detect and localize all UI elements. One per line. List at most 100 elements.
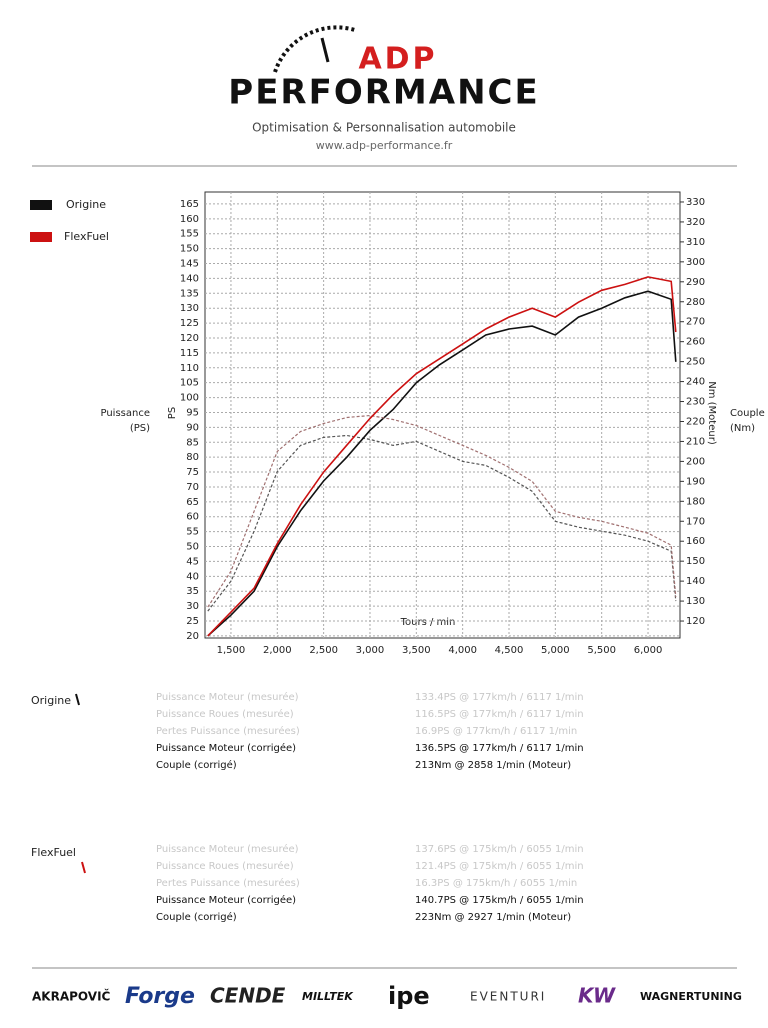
partner-logo: KW xyxy=(578,984,616,1008)
y2-tick-label: 170 xyxy=(686,516,705,527)
x-tick-label: 6,000 xyxy=(634,645,663,656)
y-tick-label: 30 xyxy=(186,601,199,612)
y-tick-label: 90 xyxy=(186,422,199,433)
x-tick-label: 2,000 xyxy=(263,645,292,656)
y-tick-label: 115 xyxy=(180,348,199,359)
result-value: 137.6PS @ 175km/h / 6055 1/min xyxy=(415,844,584,855)
result-value: 213Nm @ 2858 1/min (Moteur) xyxy=(415,760,571,771)
legend-swatch xyxy=(30,200,52,210)
y-tick-label: 35 xyxy=(186,586,199,597)
y2-tick-label: 250 xyxy=(686,357,705,368)
partner-logo: WAGNERTUNING xyxy=(640,990,742,1003)
plot-area xyxy=(204,191,681,639)
y-tick-label: 80 xyxy=(186,452,199,463)
brand-title: PERFORMANCE xyxy=(228,73,539,113)
y-tick-label: 165 xyxy=(180,199,199,210)
y-tick-label: 20 xyxy=(186,631,199,642)
y2-tick-label: 330 xyxy=(686,197,705,208)
legend-swatch xyxy=(30,232,52,242)
y2-tick-label: 160 xyxy=(686,536,705,547)
result-value: 16.9PS @ 177km/h / 6117 1/min xyxy=(415,726,577,737)
x-tick-label: 2,500 xyxy=(309,645,338,656)
y2-tick-label: 150 xyxy=(686,556,705,567)
result-label: Origine xyxy=(31,694,71,707)
y-tick-label: 145 xyxy=(180,259,199,270)
y2-tick-label: 290 xyxy=(686,277,705,288)
result-value: 116.5PS @ 177km/h / 6117 1/min xyxy=(415,709,584,720)
slash xyxy=(81,861,86,874)
y2-tick-label: 270 xyxy=(686,317,705,328)
y-tick-label: 60 xyxy=(186,512,199,523)
result-label: FlexFuel xyxy=(31,846,76,859)
result-value: 121.4PS @ 175km/h / 6055 1/min xyxy=(415,861,584,872)
result-value: 136.5PS @ 177km/h / 6117 1/min xyxy=(415,743,584,754)
y-tick-label: 50 xyxy=(186,542,199,553)
y2-tick-label: 220 xyxy=(686,416,705,427)
y2-tick-label: 140 xyxy=(686,576,705,587)
x-tick-label: 4,000 xyxy=(448,645,477,656)
y2-tick-label: 200 xyxy=(686,456,705,467)
result-name: Couple (corrigé) xyxy=(156,759,237,771)
y2-tick-label: 260 xyxy=(686,337,705,348)
torque-line xyxy=(207,414,677,608)
y-tick-label: 45 xyxy=(186,556,199,567)
y2-tick-label: 230 xyxy=(686,397,705,408)
y-tick-label: 25 xyxy=(186,616,199,627)
logo: ADP PERFORMANCE xyxy=(228,25,539,113)
slash xyxy=(75,693,80,706)
y-title: (PS) xyxy=(130,423,150,434)
y-tick-label: 75 xyxy=(186,467,199,478)
result-value: 140.7PS @ 175km/h / 6055 1/min xyxy=(415,895,584,906)
result-value: 133.4PS @ 177km/h / 6117 1/min xyxy=(415,692,584,703)
result-name: Pertes Puissance (mesurées) xyxy=(156,725,300,737)
partner-logo: EVENTURI xyxy=(470,990,546,1004)
y-tick-label: 150 xyxy=(180,244,199,255)
y2-tick-label: 130 xyxy=(686,596,705,607)
x-tick-label: 3,500 xyxy=(402,645,431,656)
x-label: Tours / min xyxy=(400,617,456,628)
y2-tick-label: 320 xyxy=(686,217,705,228)
y-tick-label: 125 xyxy=(180,318,199,329)
y-tick-label: 105 xyxy=(180,378,199,389)
partner-logo: ipe xyxy=(388,982,430,1010)
y2-tick-label: 300 xyxy=(686,257,705,268)
y-tick-label: 130 xyxy=(180,303,199,314)
result-name: Puissance Moteur (mesurée) xyxy=(156,691,299,703)
y-tick-label: 160 xyxy=(180,214,199,225)
y-tick-label: 65 xyxy=(186,497,199,508)
x-tick-label: 5,000 xyxy=(541,645,570,656)
y-label: PS xyxy=(167,407,178,419)
result-name: Puissance Moteur (corrigée) xyxy=(156,894,296,906)
power-line xyxy=(207,290,677,637)
y2-label: Nm (Moteur) xyxy=(706,381,717,445)
legend-label: FlexFuel xyxy=(64,230,109,243)
x-tick-label: 3,000 xyxy=(356,645,385,656)
result-name: Puissance Moteur (mesurée) xyxy=(156,843,299,855)
legend-label: Origine xyxy=(66,198,106,211)
y-tick-label: 110 xyxy=(180,363,199,374)
result-name: Couple (corrigé) xyxy=(156,911,237,923)
x-tick-label: 5,500 xyxy=(587,645,616,656)
y2-tick-label: 280 xyxy=(686,297,705,308)
y2-tick-label: 190 xyxy=(686,476,705,487)
x-tick-label: 4,500 xyxy=(495,645,524,656)
result-name: Puissance Roues (mesurée) xyxy=(156,708,294,720)
result-value: 223Nm @ 2927 1/min (Moteur) xyxy=(415,912,571,923)
y-tick-label: 135 xyxy=(180,288,199,299)
result-name: Puissance Roues (mesurée) xyxy=(156,860,294,872)
y2-title: Couple xyxy=(730,408,765,419)
y-tick-label: 40 xyxy=(186,571,199,582)
result-name: Puissance Moteur (corrigée) xyxy=(156,742,296,754)
y-tick-label: 155 xyxy=(180,229,199,240)
y-title: Puissance xyxy=(100,408,150,419)
partner-logo: MILLTEK xyxy=(302,990,354,1003)
y2-tick-label: 310 xyxy=(686,237,705,248)
partner-logo: AKRAPOVIČ xyxy=(32,989,111,1004)
result-value: 16.3PS @ 175km/h / 6055 1/min xyxy=(415,878,577,889)
y2-tick-label: 180 xyxy=(686,496,705,507)
y-tick-label: 55 xyxy=(186,527,199,538)
torque-line xyxy=(207,434,677,612)
partner-logo: CENDE xyxy=(210,984,286,1008)
website: www.adp-performance.fr xyxy=(316,139,453,152)
